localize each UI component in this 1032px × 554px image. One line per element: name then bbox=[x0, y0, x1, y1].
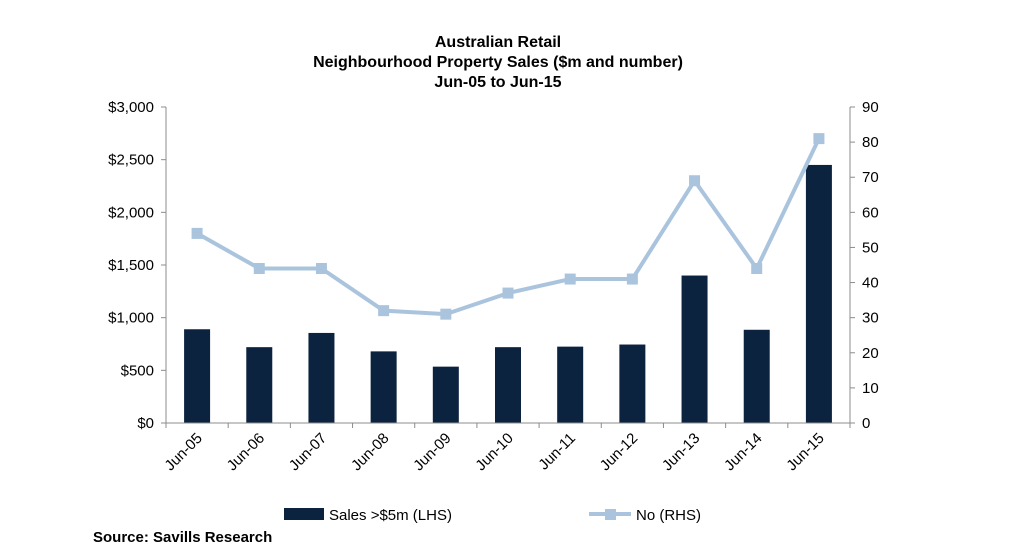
plot-area: $0 $500 $1,000 $1,500 $2,000 $2,500 $3,000 0 10 2… bbox=[108, 99, 879, 474]
point-number-6 bbox=[564, 273, 576, 285]
chart-title-line-2: Neighbourhood Property Sales ($m and num… bbox=[313, 54, 683, 71]
chart-title-line-1: Australian Retail bbox=[435, 34, 561, 51]
point-number-3 bbox=[378, 305, 390, 317]
right-tick-label-9: 90 bbox=[862, 99, 879, 116]
right-tick-label-6: 60 bbox=[862, 204, 879, 221]
right-tick-label-1: 10 bbox=[862, 380, 879, 397]
bar-sales-1 bbox=[246, 347, 273, 423]
bar-sales-3 bbox=[370, 351, 397, 423]
point-number-4 bbox=[440, 308, 452, 320]
left-tick-label-4: $2,000 bbox=[108, 204, 154, 221]
left-tick-label-6: $3,000 bbox=[108, 99, 154, 116]
x-tick-label-4: Jun-09 bbox=[410, 430, 454, 474]
point-number-1 bbox=[253, 263, 265, 275]
point-number-10 bbox=[813, 133, 825, 145]
point-number-8 bbox=[689, 175, 701, 187]
bar-sales-4 bbox=[432, 366, 459, 423]
point-number-9 bbox=[751, 263, 763, 275]
x-tick-label-6: Jun-11 bbox=[535, 430, 579, 474]
x-tick-label-3: Jun-08 bbox=[348, 430, 392, 474]
x-tick-label-0: Jun-05 bbox=[161, 430, 205, 474]
bar-sales-5 bbox=[495, 347, 521, 423]
x-tick-label-10: Jun-15 bbox=[783, 430, 827, 474]
chart-title-line-3: Jun-05 to Jun-15 bbox=[434, 74, 561, 91]
bar-sales-10 bbox=[805, 164, 832, 423]
left-tick-label-5: $2,500 bbox=[108, 152, 154, 169]
source-note: Source: Savills Research bbox=[93, 529, 273, 546]
right-tick-label-7: 70 bbox=[862, 169, 879, 186]
x-tick-label-5: Jun-10 bbox=[472, 430, 516, 474]
right-tick-label-0: 0 bbox=[862, 415, 870, 432]
right-tick-label-8: 80 bbox=[862, 134, 879, 151]
legend-marker-number bbox=[605, 509, 616, 520]
x-tick-label-7: Jun-12 bbox=[597, 430, 641, 474]
point-number-0 bbox=[191, 227, 203, 239]
point-number-7 bbox=[626, 273, 638, 285]
right-tick-label-2: 20 bbox=[862, 345, 879, 362]
bar-sales-6 bbox=[557, 346, 584, 423]
point-number-2 bbox=[315, 263, 327, 275]
right-tick-label-3: 30 bbox=[862, 310, 879, 327]
bar-sales-9 bbox=[743, 329, 770, 423]
bar-sales-0 bbox=[184, 329, 211, 423]
x-tick-label-8: Jun-13 bbox=[659, 430, 703, 474]
legend-label-sales: Sales >$5m (LHS) bbox=[329, 507, 452, 524]
left-tick-label-0: $0 bbox=[137, 415, 154, 432]
right-tick-label-4: 40 bbox=[862, 275, 879, 292]
x-tick-label-9: Jun-14 bbox=[721, 430, 765, 474]
legend: Sales >$5m (LHS) No (RHS) bbox=[284, 507, 701, 524]
right-tick-label-5: 50 bbox=[862, 239, 879, 256]
x-tick-label-2: Jun-07 bbox=[286, 430, 330, 474]
bar-sales-7 bbox=[619, 344, 646, 423]
legend-swatch-sales bbox=[284, 508, 324, 520]
left-tick-label-1: $500 bbox=[121, 362, 154, 379]
left-tick-label-2: $1,000 bbox=[108, 310, 154, 327]
bar-sales-2 bbox=[308, 332, 335, 423]
bar-sales-8 bbox=[681, 275, 708, 423]
legend-label-number: No (RHS) bbox=[636, 507, 701, 524]
point-number-5 bbox=[502, 287, 514, 299]
left-tick-label-3: $1,500 bbox=[108, 257, 154, 274]
x-tick-label-1: Jun-06 bbox=[224, 430, 268, 474]
